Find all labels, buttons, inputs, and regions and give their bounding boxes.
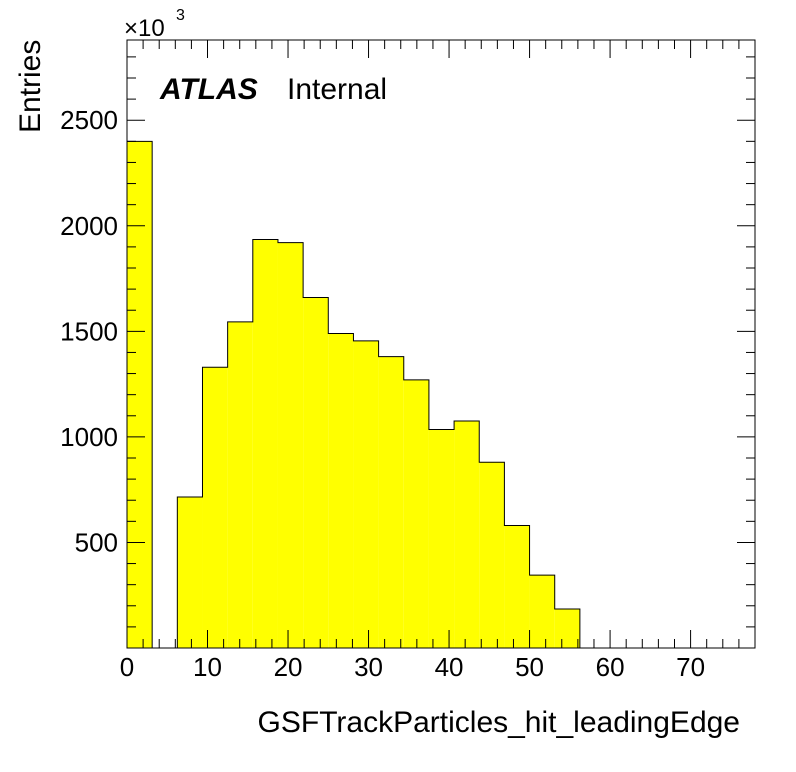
- histogram-bar: [227, 321, 253, 648]
- x-tick-label: 0: [120, 652, 134, 682]
- histogram-bar: [353, 340, 379, 648]
- annotation-experiment: ATLAS: [159, 73, 258, 106]
- x-axis-ticks: 0 10 20 30 40 50 60 70: [120, 40, 756, 682]
- x-tick-label: 60: [596, 652, 625, 682]
- histogram-bar: [202, 367, 228, 648]
- histogram-bar: [177, 497, 203, 648]
- histogram-bar: [454, 421, 480, 648]
- x-tick-label: 20: [274, 652, 303, 682]
- x-axis-label: GSFTrackParticles_hit_leadingEdge: [258, 706, 740, 739]
- y-tick-label: 500: [75, 527, 118, 557]
- histogram-bar: [403, 379, 429, 648]
- y-tick-label: 1000: [60, 422, 118, 452]
- x-tick-label: 50: [515, 652, 544, 682]
- histogram-bar: [378, 356, 404, 648]
- histogram-outline: [126, 140, 731, 649]
- histogram-bar: [428, 429, 455, 648]
- x-tick-label: 70: [676, 652, 705, 682]
- x-tick-label: 10: [193, 652, 222, 682]
- x-tick-label: 30: [354, 652, 383, 682]
- histogram-bar: [252, 239, 278, 648]
- y-tick-label: 2000: [60, 211, 118, 241]
- x-tick-label: 40: [435, 652, 464, 682]
- histogram-bar: [504, 525, 530, 648]
- histogram-bar: [479, 462, 505, 648]
- y-multiplier-exponent: 3: [176, 7, 185, 24]
- histogram-bars: [126, 140, 731, 649]
- histogram-bar: [529, 575, 555, 648]
- y-tick-label: 1500: [60, 316, 118, 346]
- plot-frame: [126, 39, 756, 649]
- histogram-bar: [277, 242, 304, 648]
- histogram-bar: [554, 608, 580, 648]
- annotation-status: Internal: [287, 73, 387, 106]
- y-axis-label: Entries: [14, 40, 47, 133]
- histogram-bar: [303, 297, 329, 648]
- histogram-bar: [328, 333, 354, 648]
- y-multiplier-base: ×10: [124, 15, 165, 42]
- y-axis-ticks: 500 1000 1500 2000 2500: [60, 56, 755, 628]
- y-tick-label: 2500: [60, 105, 118, 135]
